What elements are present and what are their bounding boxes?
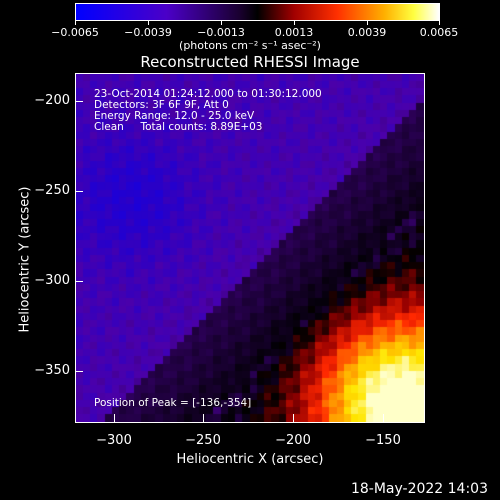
colorbar-tick-label: 0.0039 bbox=[347, 26, 387, 39]
x-tickmark bbox=[203, 414, 204, 422]
info-clean-counts: Clean Total counts: 8.89E+03 bbox=[94, 121, 263, 133]
x-tick-label: −300 bbox=[96, 433, 132, 448]
colorbar-tickmark bbox=[439, 21, 440, 25]
colorbar-tick-label: −0.0065 bbox=[51, 26, 99, 39]
x-axis-label: Heliocentric X (arcsec) bbox=[176, 452, 324, 467]
x-tick-label: −250 bbox=[185, 433, 221, 448]
info-time-range: 23-Oct-2014 01:24:12.000 to 01:30:12.000 bbox=[94, 88, 322, 100]
x-tick-label: −150 bbox=[365, 433, 401, 448]
colorbar-tickmark bbox=[294, 21, 295, 25]
x-tickmark bbox=[114, 414, 115, 422]
y-tick-label: −300 bbox=[34, 273, 70, 288]
y-tickmark bbox=[75, 101, 83, 102]
colorbar-tickmark bbox=[221, 21, 222, 25]
colorbar-tickmark bbox=[75, 21, 76, 25]
colorbar-tick-label: −0.0039 bbox=[124, 26, 172, 39]
x-tickmark bbox=[293, 414, 294, 422]
colorbar-tickmark bbox=[367, 21, 368, 25]
colorbar-tick-label: 0.0065 bbox=[419, 26, 459, 39]
timestamp: 18-May-2022 14:03 bbox=[350, 481, 488, 497]
plot-title: Reconstructed RHESSI Image bbox=[140, 53, 360, 71]
info-peak-position: Position of Peak = [-136,-354] bbox=[94, 397, 252, 409]
colorbar-tickmark bbox=[148, 21, 149, 25]
y-tick-label: −200 bbox=[34, 93, 70, 108]
colorbar bbox=[75, 3, 440, 21]
y-tick-label: −250 bbox=[34, 183, 70, 198]
colorbar-tick-label: 0.0013 bbox=[274, 26, 314, 39]
info-energy-range: Energy Range: 12.0 - 25.0 keV bbox=[94, 110, 255, 122]
y-tickmark bbox=[75, 281, 83, 282]
y-tickmark bbox=[75, 191, 83, 192]
y-tick-label: −350 bbox=[34, 363, 70, 378]
info-detectors: Detectors: 3F 6F 9F, Att 0 bbox=[94, 99, 229, 111]
colorbar-tick-label: −0.0013 bbox=[197, 26, 245, 39]
x-tick-label: −200 bbox=[275, 433, 311, 448]
x-tickmark bbox=[383, 414, 384, 422]
heatmap-image bbox=[76, 74, 424, 422]
colorbar-units: (photons cm⁻² s⁻¹ asec⁻²) bbox=[179, 39, 321, 52]
image-plot-area: 23-Oct-2014 01:24:12.000 to 01:30:12.000… bbox=[75, 73, 425, 423]
y-tickmark bbox=[75, 371, 83, 372]
y-axis-label: Heliocentric Y (arcsec) bbox=[17, 186, 33, 333]
